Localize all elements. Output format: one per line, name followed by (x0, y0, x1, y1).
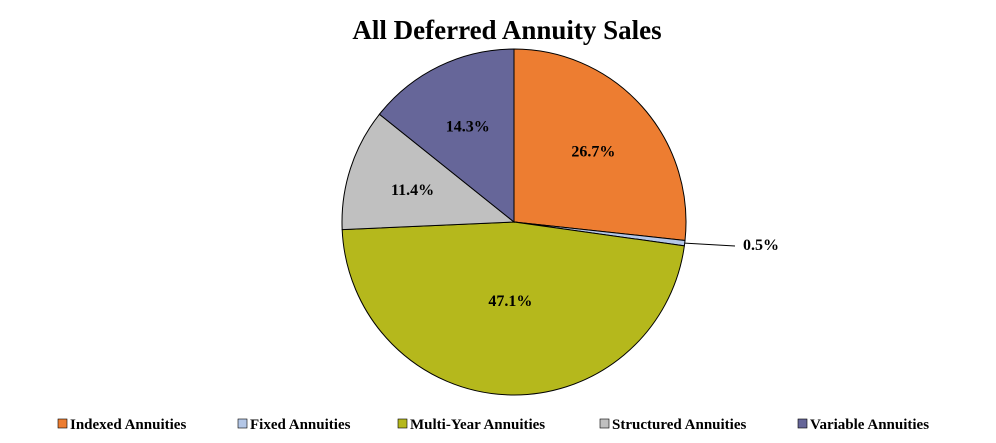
data-label-structured-annuities: 11.4% (391, 182, 434, 199)
data-label-variable-annuities: 14.3% (446, 118, 490, 135)
data-label-fixed-annuities: 0.5% (743, 237, 779, 254)
legend-item-structured-annuities: Structured Annuities (599, 417, 746, 433)
legend-item-fixed-annuities: Fixed Annuities (237, 417, 351, 433)
data-label-indexed-annuities: 26.7% (571, 143, 615, 160)
legend-label-variable-annuities: Variable Annuities (810, 417, 929, 433)
pie-slices (341, 48, 687, 396)
legend-label-indexed-annuities: Indexed Annuities (70, 417, 186, 433)
legend-label-multi-year-annuities: Multi-Year Annuities (410, 417, 545, 433)
legend-item-multi-year-annuities: Multi-Year Annuities (397, 417, 545, 433)
data-label-multi-year-annuities: 47.1% (488, 293, 532, 310)
legend-swatch-structured-annuities (599, 418, 610, 429)
pie-slice-multi-year-annuities (341, 221, 685, 396)
legend: Indexed Annuities Fixed Annuities Multi-Ye… (57, 417, 929, 433)
pie-slice-structured-annuities (341, 113, 516, 231)
legend-swatch-multi-year-annuities (397, 418, 408, 429)
pie-slice-indexed-annuities (513, 48, 687, 241)
legend-label-structured-annuities: Structured Annuities (612, 417, 746, 433)
pie-slice-variable-annuities (378, 48, 515, 224)
chart-title: All Deferred Annuity Sales (352, 15, 661, 45)
legend-label-fixed-annuities: Fixed Annuities (250, 417, 351, 433)
leader-line-fixed-annuities (684, 242, 736, 247)
data-labels: 26.7% 0.5% 47.1% 11.4% 14.3% (391, 118, 779, 309)
legend-item-variable-annuities: Variable Annuities (797, 417, 929, 433)
legend-swatch-variable-annuities (797, 418, 808, 429)
legend-item-indexed-annuities: Indexed Annuities (57, 417, 186, 433)
legend-swatch-fixed-annuities (237, 418, 248, 429)
legend-swatch-indexed-annuities (57, 418, 68, 429)
